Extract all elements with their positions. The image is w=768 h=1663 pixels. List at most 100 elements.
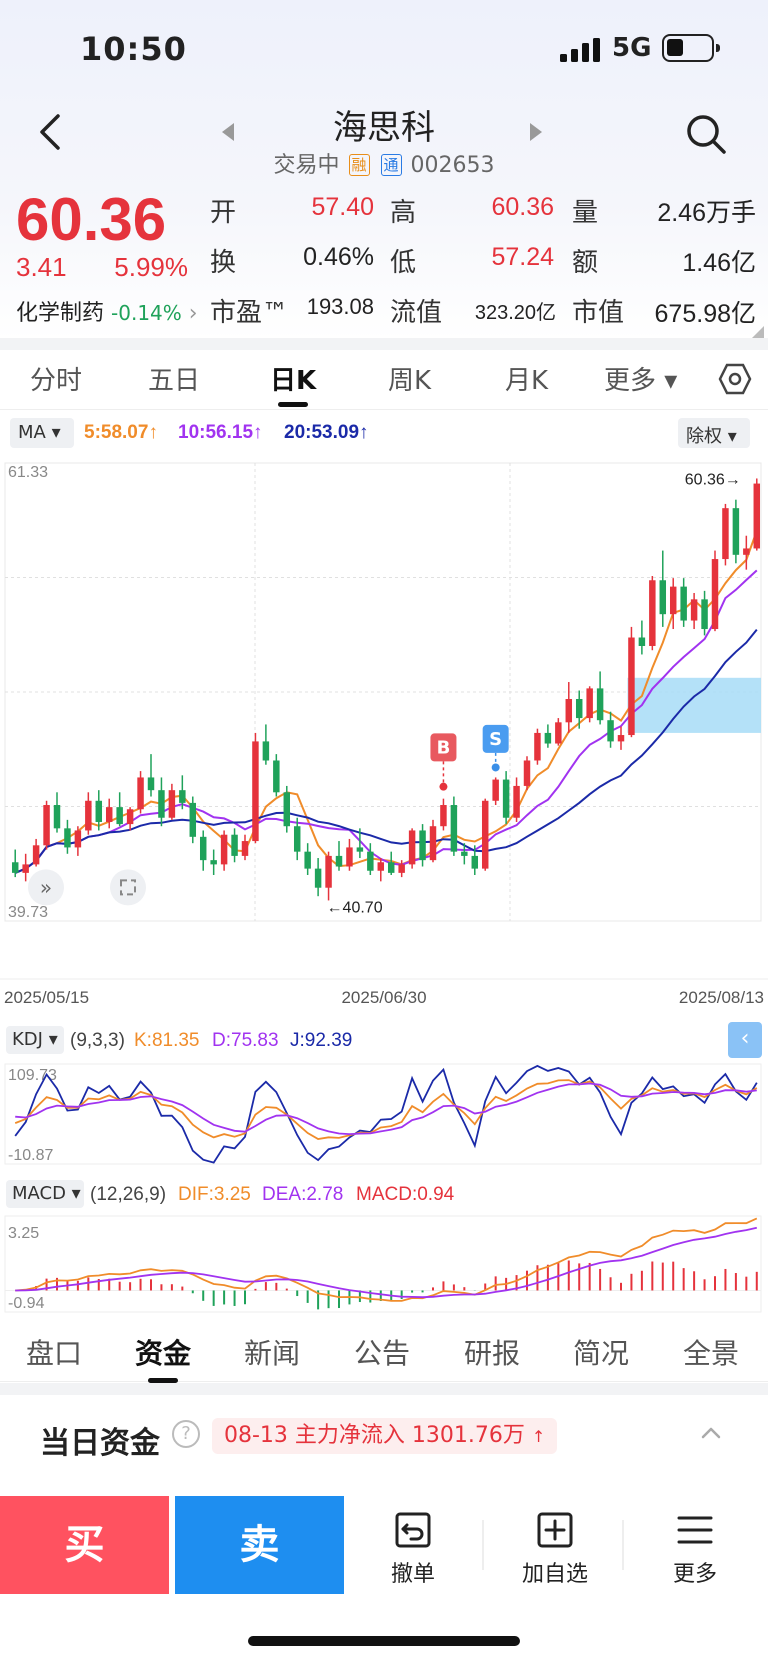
next-stock-icon[interactable] [528,122,544,142]
tab-news[interactable]: 新闻 [244,1337,301,1370]
float-label: 流值 [390,298,443,328]
y-max-label: 61.33 [8,464,48,481]
chevron-right-icon: › [188,301,198,326]
macd-selector[interactable]: MACD ▾ [6,1180,84,1208]
tab-more[interactable]: 更多 ▾ [604,366,678,396]
collapse-panel-icon[interactable]: ‹ [728,1022,762,1058]
adjust-selector[interactable]: 除权 ▾ [678,418,750,448]
tab-intraday[interactable]: 分时 [30,366,83,396]
candle-body [377,862,385,871]
help-icon[interactable]: ? [172,1420,200,1448]
candle-body [220,834,228,865]
candle [607,711,614,748]
macd-dif: DIF:3.25 [178,1184,251,1205]
candle [32,838,40,867]
candle-body [607,720,614,742]
candle-body [398,864,405,873]
candlestick-chart[interactable]: 61.33 39.73 60.36→ ←40.70 B S » 2025/05/15 2025/… [0,455,768,1010]
more-actions-button[interactable]: 更多 [640,1510,750,1588]
ma20-line [14,628,758,874]
up-arrow-icon: ↑ [531,1427,546,1446]
candle [199,830,207,871]
fullscreen-icon [110,869,146,906]
tab-weekly-k[interactable]: 周K [388,366,432,396]
candle [64,819,71,854]
section-separator [0,338,768,350]
candle [429,819,437,863]
candle [367,843,374,875]
candle-body [325,855,332,888]
search-icon[interactable] [684,112,728,156]
sector-pct: -0.14% [111,301,182,325]
y-min-label: 39.73 [8,904,48,921]
tab-daily-k[interactable]: 日K [270,366,317,396]
candle-body [168,790,176,818]
tab-five-day[interactable]: 五日 [148,366,201,396]
chart-settings-icon[interactable] [718,362,752,396]
candle-body [147,777,155,791]
candle [575,690,583,729]
buy-button[interactable]: 买 [0,1496,169,1594]
ma-selector[interactable]: MA ▾ [10,418,74,448]
candle [377,858,385,882]
candle-body [502,779,510,818]
stock-code: 002653 [410,153,495,178]
candle [617,726,625,750]
candle-body [408,830,416,865]
candle [502,771,510,825]
add-watchlist-button[interactable]: 加自选 [500,1510,610,1588]
candle-body [283,792,291,827]
candle [586,686,593,723]
candle-body [649,580,656,646]
macd-min-label: -0.94 [8,1295,45,1312]
volume-value: 2.46万手 [657,199,756,227]
candle-body [669,586,677,615]
candle [273,754,280,797]
tab-overview[interactable]: 全景 [683,1337,740,1370]
section-separator [0,1383,768,1395]
candle-body [126,809,134,825]
back-icon[interactable] [36,112,64,152]
tab-capital[interactable]: 资金 [135,1337,192,1370]
candle-body [346,847,353,867]
candle [743,535,750,570]
candle-body [450,805,458,852]
tab-monthly-k[interactable]: 月K [505,366,549,396]
candle [262,724,270,765]
tab-research[interactable]: 研报 [464,1337,521,1370]
candle [116,792,123,827]
candle [701,590,708,636]
chevron-up-icon[interactable] [700,1422,722,1444]
capital-summary-text: 08-13 主力净流入 1301.76万 [224,1423,525,1448]
candle-body [32,845,40,865]
margin-tag: 融 [348,154,370,176]
candle-body [513,785,520,818]
candle-body [314,868,322,888]
candle-body [544,732,552,744]
header-background [0,0,768,340]
candle-body [722,508,729,560]
sector-row[interactable]: 化学制药 -0.14% › [16,295,198,327]
buy-signal-badge [430,733,457,762]
tab-order-book[interactable]: 盘口 [26,1337,83,1370]
kdj-max-label: 109.73 [8,1067,57,1084]
stock-name: 海思科 [333,108,435,148]
cancel-order-button[interactable]: 撤单 [358,1510,468,1588]
prev-stock-icon[interactable] [220,122,236,142]
kdj-chart: 109.73 -10.87 [4,1063,762,1165]
kdj-selector[interactable]: KDJ ▾ [6,1026,64,1054]
connect-tag: 通 [380,154,402,176]
expand-corner-icon[interactable] [752,326,764,338]
tab-profile[interactable]: 简况 [573,1337,630,1370]
sell-button[interactable]: 卖 [175,1496,344,1594]
candle-body [85,800,92,831]
candle [220,830,228,871]
candle-body [534,732,541,761]
candle [669,578,677,630]
tab-announcements[interactable]: 公告 [354,1337,411,1370]
candle [419,824,426,867]
candle-body [471,855,479,869]
candle [732,499,740,564]
candle-body [53,805,61,829]
network-type: 5G [612,33,652,63]
